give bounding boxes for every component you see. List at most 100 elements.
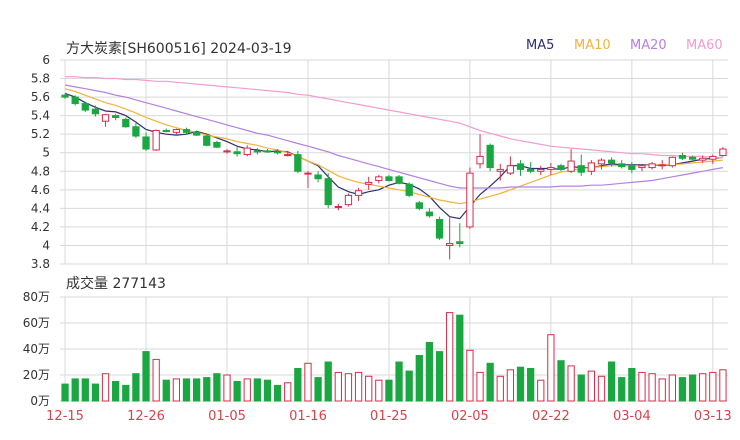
ma-line-ma10: [64, 88, 723, 205]
volume-bar: [435, 351, 444, 402]
volume-bar: [304, 362, 312, 402]
candle: [435, 216, 444, 240]
volume-bar: [132, 373, 140, 402]
candle: [597, 158, 606, 170]
candle: [101, 113, 110, 127]
candle-body: [182, 129, 191, 133]
volume-bar: [203, 377, 211, 402]
candle-body: [223, 150, 231, 153]
candle: [112, 113, 120, 121]
volume-bar: [101, 373, 110, 402]
volume-tick-label: 80万: [23, 290, 50, 304]
volume-bar: [192, 378, 201, 402]
candle-body: [648, 163, 656, 169]
volume-bar: [365, 375, 373, 402]
volume-bar: [344, 373, 353, 402]
candle: [344, 193, 353, 207]
candle-body: [456, 241, 464, 245]
volume-bar: [638, 371, 646, 402]
volume-bar: [476, 371, 484, 402]
volume-bar: [668, 374, 676, 402]
candle: [537, 165, 545, 175]
candlesticks: [61, 93, 727, 260]
candle: [263, 149, 272, 153]
date-tick-label: 01-25: [370, 409, 408, 424]
volume-bar: [466, 349, 474, 402]
candle: [567, 149, 575, 174]
candle-body: [516, 163, 525, 170]
candle: [678, 152, 687, 161]
candle-body: [334, 206, 342, 209]
candle-body: [618, 163, 626, 168]
volume-bar: [547, 334, 555, 402]
price-tick-label: 5.8: [31, 72, 50, 86]
legend-ma5: MA5: [526, 38, 554, 53]
candle-body: [233, 151, 241, 155]
volume-bar: [162, 379, 170, 402]
candle: [162, 128, 170, 133]
candle-body: [547, 167, 555, 170]
candle-body: [425, 211, 434, 217]
volume-bar: [719, 369, 727, 402]
candle-body: [122, 118, 130, 128]
volume-bar: [354, 371, 363, 402]
legend-ma60: MA60: [686, 38, 723, 53]
price-tick-label: 5: [42, 146, 50, 160]
volume-bar: [577, 374, 585, 402]
candle: [668, 156, 676, 168]
legend-ma60-label: MA60: [686, 38, 723, 53]
candle: [658, 160, 666, 170]
date-tick-label: 03-13: [694, 409, 732, 424]
candle: [415, 200, 423, 211]
candle-body: [709, 155, 717, 160]
candle-body: [152, 129, 160, 151]
volume-bar: [526, 368, 535, 402]
candle-body: [375, 176, 383, 182]
chart-title: 方大炭素[SH600516] 2024-03-19: [66, 41, 292, 57]
volume-bar: [172, 378, 181, 402]
volume-bar: [415, 355, 423, 402]
candle-body: [395, 176, 403, 184]
candle-body: [567, 160, 575, 172]
candle: [618, 160, 626, 169]
volume-bar: [486, 362, 494, 402]
price-tick-label: 4.6: [31, 183, 50, 197]
volume-bar: [91, 383, 100, 402]
candle: [547, 162, 555, 175]
candle-body: [101, 114, 110, 122]
candle-body: [172, 129, 181, 133]
candle: [182, 127, 191, 135]
candle: [446, 217, 454, 260]
candle: [719, 147, 727, 157]
candle: [577, 154, 585, 176]
candle-body: [142, 136, 150, 150]
candle: [709, 154, 717, 164]
legend-ma20: MA20: [630, 38, 667, 53]
volume-bar: [243, 378, 251, 402]
volume-bar: [294, 368, 302, 402]
volume-bar: [324, 361, 332, 402]
candle: [71, 95, 79, 106]
volume-bar: [446, 312, 454, 402]
price-tick-label: 4.8: [31, 164, 50, 178]
candle-body: [71, 96, 79, 105]
candle: [203, 135, 211, 147]
volume-bar: [678, 377, 687, 402]
candle-body: [415, 202, 423, 209]
candle-body: [466, 172, 474, 228]
candle: [314, 171, 322, 183]
volume-bar: [567, 365, 575, 402]
volume-bar: [253, 378, 262, 402]
candle-body: [354, 190, 363, 196]
volume-tick-label: 60万: [23, 316, 50, 330]
legend-ma5-label: MA5: [526, 38, 555, 53]
candle-body: [344, 194, 353, 206]
candle-body: [587, 162, 596, 172]
date-tick-label: 01-16: [289, 409, 327, 424]
volume-y-axis: 80万 60万 40万 20万 0万: [23, 290, 50, 408]
price-tick-label: 4: [42, 238, 50, 252]
volume-bar: [395, 361, 403, 402]
candle: [628, 162, 636, 174]
volume-bar: [112, 381, 120, 402]
volume-bar: [71, 378, 79, 402]
